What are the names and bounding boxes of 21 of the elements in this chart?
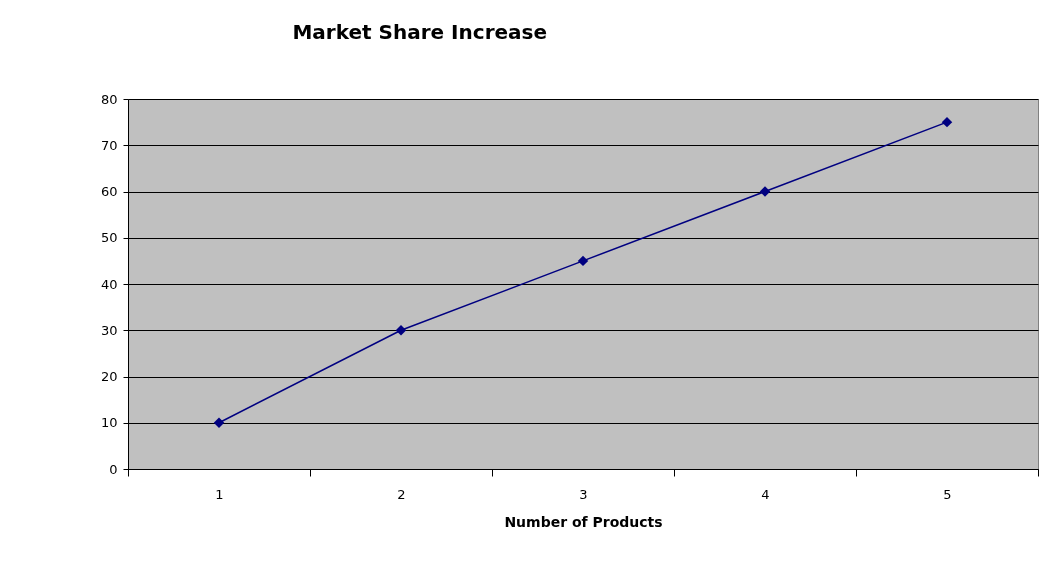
y-tick-label: 80	[100, 91, 118, 107]
point	[759, 186, 771, 197]
point	[577, 255, 589, 267]
y-tick-label: 30	[100, 322, 118, 338]
x-tick-label: 2	[397, 486, 406, 502]
y-tick-label: 70	[100, 137, 118, 153]
point	[395, 325, 407, 336]
point	[213, 417, 225, 428]
y-tick-label: 60	[100, 184, 118, 199]
x-tick-label: 3	[579, 486, 588, 502]
x-tick-label: 4	[761, 486, 770, 502]
point	[941, 116, 953, 128]
x-tick-label: 1	[215, 486, 224, 502]
chart-title: Market Share Increase	[292, 20, 548, 44]
y-tick-label: 50	[100, 230, 118, 246]
y-tick-label: 10	[100, 415, 118, 431]
y-tick-label: 20	[100, 369, 118, 384]
x-tick-label: 5	[943, 486, 952, 502]
y-tick-label: 0	[109, 461, 118, 477]
x-axis-title: Number of Products	[504, 513, 663, 530]
y-tick-label: 40	[100, 276, 118, 292]
